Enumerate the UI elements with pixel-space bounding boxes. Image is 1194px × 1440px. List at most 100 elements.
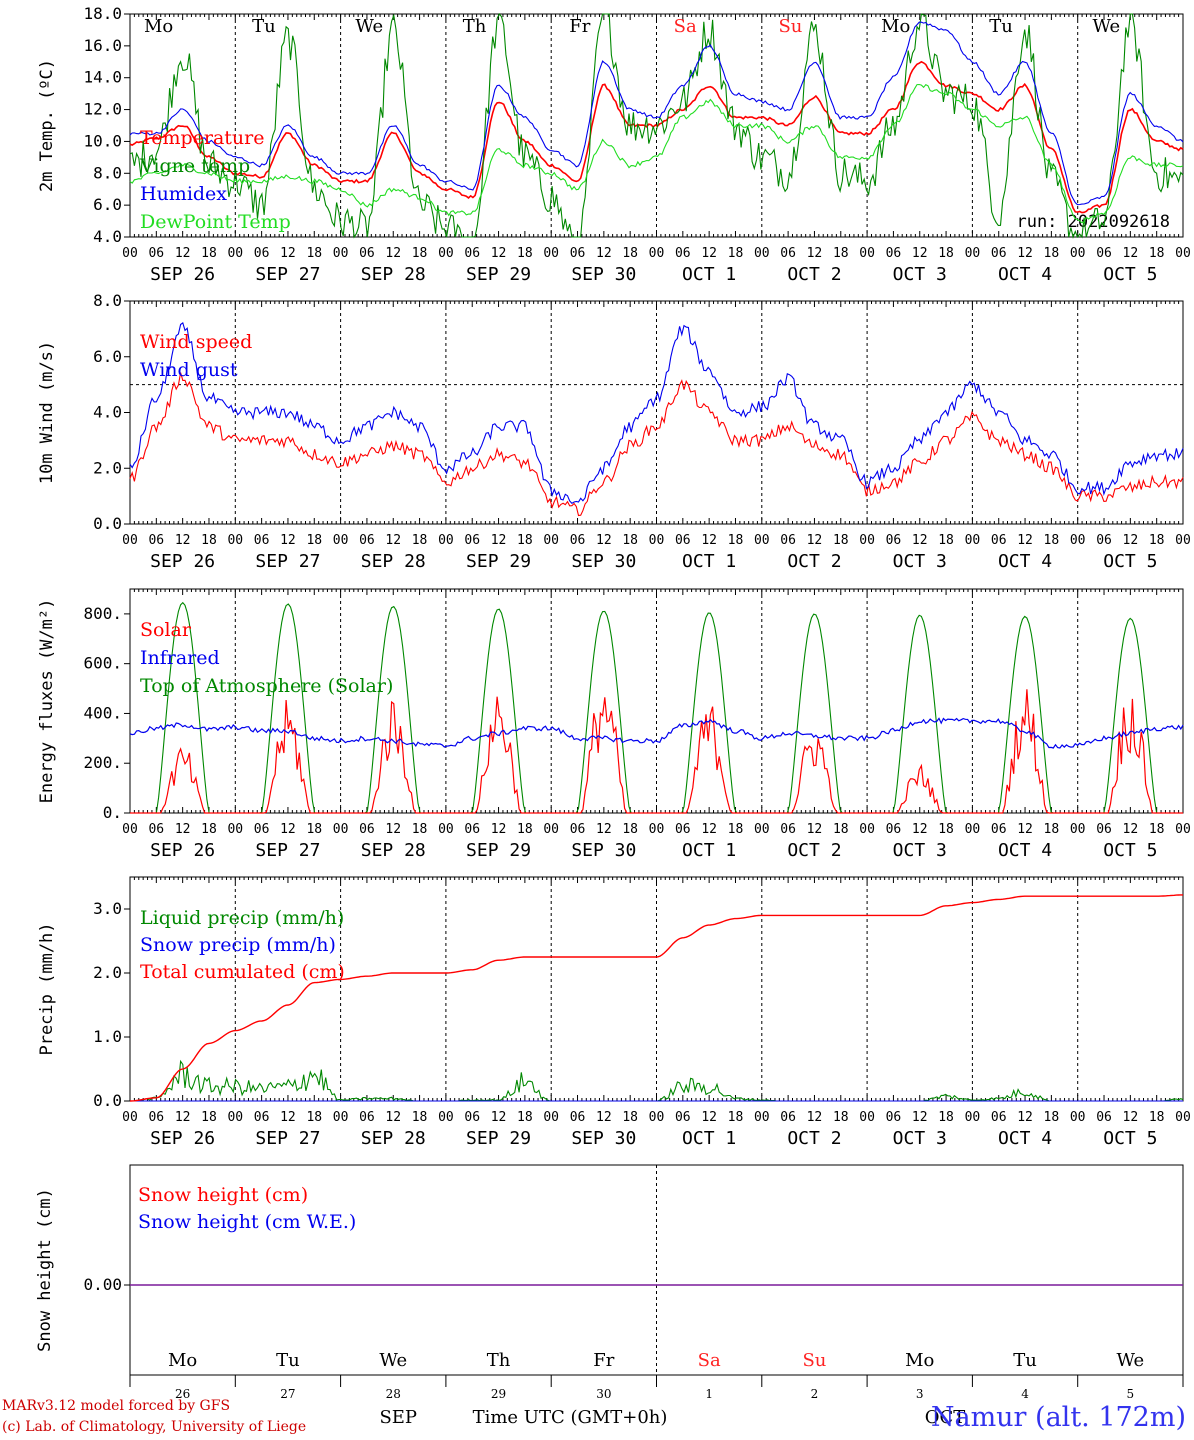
- hour-tick-label: 12: [596, 246, 612, 261]
- hour-tick-label: 18: [1149, 822, 1165, 837]
- hour-tick-label: 00: [965, 246, 981, 261]
- hour-tick-label: 12: [807, 822, 823, 837]
- date-label: OCT 4: [998, 264, 1052, 285]
- hour-tick-label: 18: [1044, 822, 1060, 837]
- hour-tick-label: 12: [491, 533, 507, 548]
- hour-tick-label: 12: [280, 533, 296, 548]
- day-name: Mo: [168, 1350, 197, 1371]
- hour-tick-label: 06: [1096, 246, 1112, 261]
- y-tick-label: 8.0: [93, 163, 122, 182]
- day-name: We: [1093, 16, 1121, 37]
- date-label: SEP 27: [255, 551, 320, 572]
- hour-tick-label: 00: [333, 533, 349, 548]
- day-name: Tu: [989, 16, 1013, 37]
- hour-tick-label: 00: [1175, 1110, 1191, 1125]
- hour-tick-label: 06: [991, 1110, 1007, 1125]
- day-name: Sa: [674, 16, 697, 37]
- hour-tick-label: 06: [886, 822, 902, 837]
- hour-tick-label: 18: [306, 246, 322, 261]
- date-label: SEP 30: [571, 264, 636, 285]
- run-label: run: 2022092618: [1016, 212, 1170, 232]
- hour-tick-label: 00: [754, 1110, 770, 1125]
- hour-tick-label: 12: [385, 246, 401, 261]
- hour-tick-label: 12: [175, 246, 191, 261]
- y-tick-label: 0.00: [83, 1275, 122, 1294]
- hour-tick-label: 12: [280, 822, 296, 837]
- y-tick-label: 1.0: [93, 1027, 122, 1046]
- station-label: Namur (alt. 172m): [930, 1402, 1186, 1433]
- date-label: OCT 3: [893, 264, 947, 285]
- hour-tick-label: 00: [333, 1110, 349, 1125]
- hour-tick-label: 12: [1123, 1110, 1139, 1125]
- hour-tick-label: 00: [1070, 822, 1086, 837]
- hour-tick-label: 06: [148, 533, 164, 548]
- hour-tick-label: 06: [1096, 822, 1112, 837]
- credit-line-1: MARv3.12 model forced by GFS: [2, 1398, 231, 1414]
- hour-tick-label: 18: [517, 533, 533, 548]
- hour-tick-label: 12: [701, 246, 717, 261]
- hour-tick-label: 18: [201, 822, 217, 837]
- hour-tick-label: 00: [227, 822, 243, 837]
- hour-tick-label: 06: [570, 822, 586, 837]
- day-number: 28: [386, 1387, 401, 1401]
- y-axis-label: 2m Temp. (ºC): [37, 59, 57, 192]
- y-tick-label: 3.0: [93, 899, 122, 918]
- hour-tick-label: 06: [886, 246, 902, 261]
- panel-frame: [129, 588, 1184, 814]
- hour-tick-label: 18: [517, 246, 533, 261]
- hour-tick-label: 12: [491, 246, 507, 261]
- hour-tick-label: 18: [728, 1110, 744, 1125]
- y-tick-label: 0.0: [93, 514, 122, 533]
- date-label: OCT 3: [893, 840, 947, 861]
- hour-tick-label: 18: [938, 822, 954, 837]
- hour-tick-label: 00: [1175, 533, 1191, 548]
- hour-tick-label: 00: [122, 822, 138, 837]
- y-tick-label: 14.0: [83, 68, 122, 87]
- hour-tick-label: 18: [833, 533, 849, 548]
- legend-entry: Top of Atmosphere (Solar): [140, 675, 393, 697]
- hour-tick-label: 12: [701, 533, 717, 548]
- hour-tick-label: 12: [280, 1110, 296, 1125]
- date-label: OCT 1: [682, 264, 736, 285]
- hour-tick-label: 00: [227, 1110, 243, 1125]
- hour-tick-label: 12: [1017, 533, 1033, 548]
- hour-tick-label: 12: [175, 822, 191, 837]
- hour-tick-label: 12: [1123, 533, 1139, 548]
- hour-tick-label: 12: [912, 1110, 928, 1125]
- legend-entry: Wind speed: [140, 331, 252, 353]
- hour-tick-label: 06: [254, 533, 270, 548]
- y-axis-label: Snow height (cm): [35, 1188, 55, 1352]
- hour-tick-label: 18: [517, 1110, 533, 1125]
- legend-entry: Snow height (cm): [138, 1184, 308, 1206]
- date-label: SEP 26: [150, 264, 215, 285]
- hour-tick-label: 06: [675, 822, 691, 837]
- date-label: OCT 2: [787, 264, 841, 285]
- y-tick-label: 8.0: [93, 291, 122, 310]
- hour-tick-label: 00: [438, 533, 454, 548]
- y-tick-label: 0.0: [93, 1091, 122, 1110]
- day-name: Mo: [144, 16, 173, 37]
- y-axis-label: Energy fluxes (W/m²): [37, 599, 57, 804]
- hour-tick-label: 18: [412, 246, 428, 261]
- day-number: 5: [1127, 1387, 1135, 1401]
- hour-tick-label: 12: [596, 1110, 612, 1125]
- hour-tick-label: 06: [1096, 533, 1112, 548]
- date-label: SEP 29: [466, 551, 531, 572]
- hour-tick-label: 18: [622, 246, 638, 261]
- day-name: Fr: [593, 1350, 614, 1371]
- hour-tick-label: 12: [280, 246, 296, 261]
- month-label: SEP: [379, 1407, 417, 1428]
- day-name: We: [379, 1350, 407, 1371]
- legend-entry: Wind gust: [140, 359, 238, 381]
- hour-tick-label: 18: [938, 246, 954, 261]
- hour-tick-label: 12: [1123, 246, 1139, 261]
- series-line-cumulated: [129, 894, 1183, 1102]
- date-label: SEP 30: [571, 551, 636, 572]
- hour-tick-label: 18: [201, 246, 217, 261]
- date-label: SEP 30: [571, 840, 636, 861]
- hour-tick-label: 00: [754, 533, 770, 548]
- hour-tick-label: 12: [1017, 246, 1033, 261]
- y-tick-label: 800.: [83, 604, 122, 623]
- day-number: 4: [1021, 1387, 1029, 1401]
- y-tick-label: 0.: [103, 803, 122, 822]
